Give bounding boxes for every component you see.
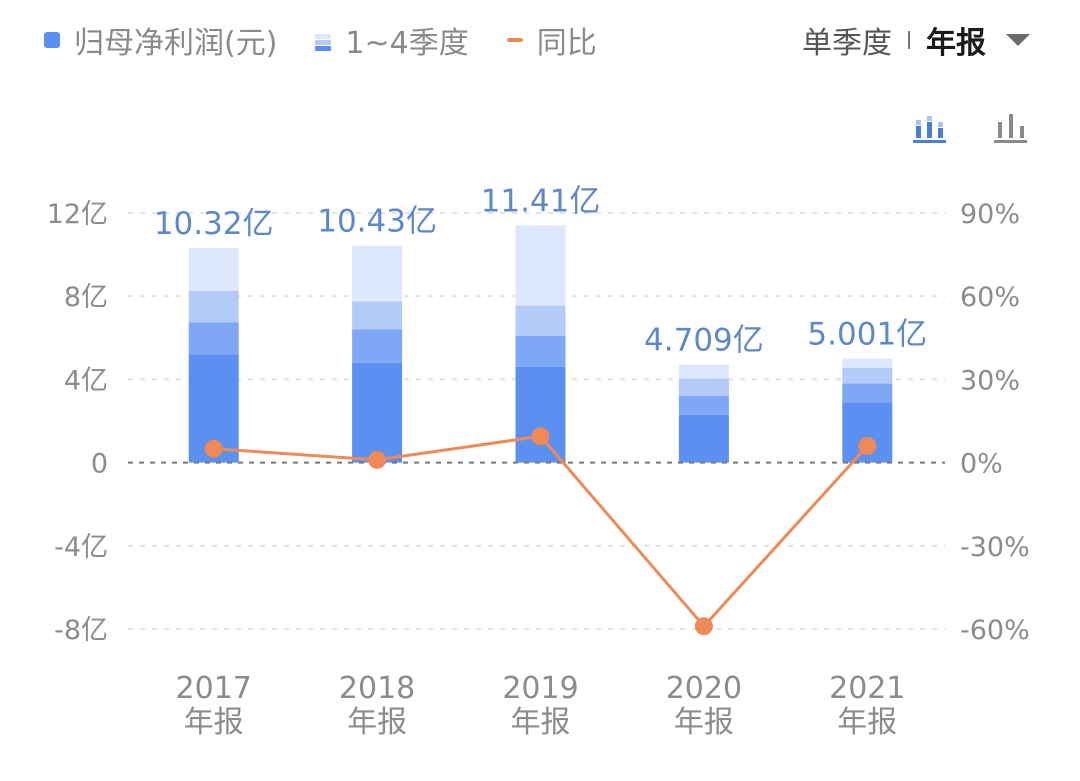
bar-segment-q1 — [515, 366, 566, 463]
bar-segment-q2 — [678, 396, 729, 415]
yoy-point — [694, 617, 713, 636]
bar-value-label: 11.41亿 — [481, 183, 601, 219]
bar-segment-q3 — [678, 378, 729, 397]
right-axis-tick-label: 0% — [960, 449, 1003, 480]
legend-swatch-profit — [44, 32, 60, 48]
bar-segment-q2 — [188, 322, 239, 355]
bar-segment-q3 — [352, 301, 403, 330]
right-axis-tick-label: 90% — [960, 199, 1020, 230]
axis-labels: 12亿 8亿 4亿 0 -4亿 -8亿 90% 60% 30% 0% -30% -60% 10.32亿 1… — [47, 183, 1030, 740]
x-tick-year: 2019 — [502, 671, 578, 706]
bar-value-label: 4.709亿 — [644, 323, 764, 359]
toggle-divider — [908, 31, 910, 49]
x-tick-suffix: 年报 — [184, 705, 244, 740]
x-tick-year: 2020 — [666, 671, 742, 706]
bar-segment-q2 — [842, 383, 893, 403]
legend-swatch-yoy — [506, 38, 523, 42]
bars — [188, 225, 893, 463]
x-tick-suffix: 年报 — [674, 705, 734, 740]
bar-segment-q3 — [188, 291, 239, 323]
bar-segment-q4 — [515, 225, 566, 306]
chevron-down-icon[interactable] — [1006, 34, 1030, 46]
x-tick-year: 2021 — [829, 671, 905, 706]
x-tick-suffix: 年报 — [347, 705, 407, 740]
period-toggle: 单季度 年报 — [802, 18, 1030, 62]
legend-label-profit: 归母净利润(元) — [74, 26, 278, 61]
bar-segment-q1 — [352, 362, 403, 463]
bar-segment-q2 — [515, 335, 566, 367]
legend-item-profit[interactable]: 归母净利润(元) — [44, 18, 277, 62]
right-axis-tick-label: -60% — [960, 615, 1030, 646]
right-axis-tick-label: -30% — [960, 532, 1030, 563]
left-axis-tick-label: 4亿 — [64, 365, 108, 396]
yoy-line — [204, 427, 877, 636]
stacked-bar-chart-icon[interactable] — [912, 108, 948, 144]
x-tick-year: 2017 — [176, 671, 252, 706]
bar-value-label: 10.32亿 — [154, 206, 274, 242]
bar-segment-q4 — [188, 247, 239, 291]
right-axis-tick-label: 30% — [960, 365, 1020, 396]
left-axis-tick-label: -4亿 — [54, 532, 108, 563]
legend-item-quarters[interactable]: 1~4季度 — [315, 18, 469, 62]
x-tick-suffix: 年报 — [511, 705, 571, 740]
bar-value-label: 5.001亿 — [807, 317, 927, 353]
bar-segment-q4 — [842, 358, 893, 368]
bar-chart-icon[interactable] — [993, 108, 1029, 144]
yoy-polyline — [213, 434, 869, 629]
bar-segment-q4 — [678, 364, 729, 379]
x-tick-year: 2018 — [339, 671, 415, 706]
bar-value-label: 10.43亿 — [317, 204, 437, 240]
left-axis-tick-label: -8亿 — [54, 615, 108, 646]
left-axis-tick-label: 8亿 — [64, 282, 108, 313]
right-axis-tick-label: 60% — [960, 282, 1020, 313]
legend-swatch-quarters — [315, 29, 332, 51]
yoy-point — [204, 439, 223, 458]
x-tick-suffix: 年报 — [837, 705, 897, 740]
bar-segment-q4 — [352, 245, 403, 302]
legend-label-yoy: 同比 — [536, 26, 597, 61]
left-axis-tick-label: 12亿 — [47, 199, 108, 230]
yoy-point — [368, 450, 387, 469]
bar-segment-q1 — [678, 414, 729, 463]
tab-quarterly[interactable]: 单季度 — [802, 26, 892, 61]
tab-annual[interactable]: 年报 — [926, 26, 986, 61]
bar-segment-q3 — [515, 305, 566, 336]
yoy-point — [858, 436, 877, 455]
legend: 归母净利润(元) 1~4季度 同比 — [44, 18, 635, 62]
yoy-point — [531, 427, 550, 446]
left-axis-tick-label: 0 — [91, 449, 108, 480]
bar-segment-q3 — [842, 367, 893, 384]
bar-segment-q2 — [352, 329, 403, 363]
legend-item-yoy[interactable]: 同比 — [506, 18, 597, 62]
legend-label-quarters: 1~4季度 — [345, 26, 469, 61]
